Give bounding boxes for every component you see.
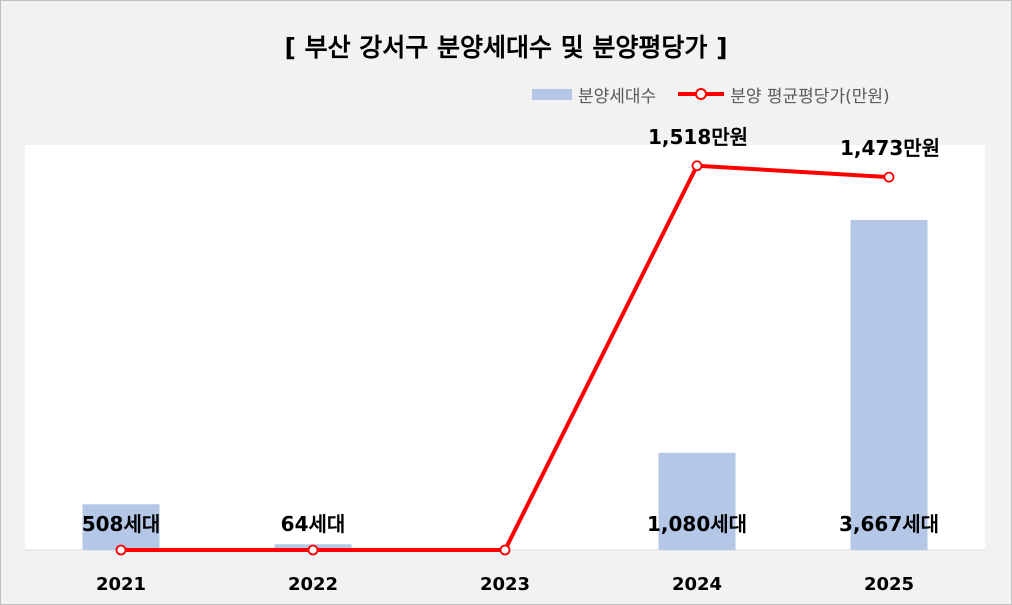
plot-area <box>25 145 985 550</box>
line-point-2024 <box>691 160 703 172</box>
bar-data-label: 1,080세대 <box>647 512 747 536</box>
line-data-label: 1,518만원 <box>648 125 748 149</box>
bar-2025 <box>850 219 928 550</box>
x-tick-label: 2025 <box>864 574 914 595</box>
line-point-2025 <box>883 171 895 183</box>
x-tick-label: 2022 <box>288 574 338 595</box>
x-tick-labels: 2021 2022 2023 2024 2025 <box>96 574 914 595</box>
bar-data-label: 508세대 <box>82 512 161 536</box>
line-data-label: 1,473만원 <box>840 136 940 160</box>
legend-bar-label: 분양세대수 <box>578 86 657 107</box>
bar-data-labels: 508세대 64세대 1,080세대 3,667세대 <box>82 512 939 536</box>
legend-bar-swatch <box>532 88 572 100</box>
chart-title: [ 부산 강서구 분양세대수 및 분양평당가 ] <box>284 33 728 62</box>
legend: 분양세대수 분양 평균평당가(만원) <box>532 82 890 107</box>
bar-data-label: 3,667세대 <box>839 512 939 536</box>
x-tick-label: 2021 <box>96 574 146 595</box>
bar-2021 <box>82 504 160 550</box>
line-data-labels: 1,518만원 1,473만원 <box>648 125 940 160</box>
bar-data-label: 64세대 <box>281 512 346 536</box>
legend-line-swatch <box>678 88 725 100</box>
line-series <box>115 160 895 556</box>
bar-series <box>82 219 928 550</box>
x-tick-label: 2023 <box>480 574 530 595</box>
bar-2024 <box>658 452 736 550</box>
line-point-2021 <box>115 544 127 556</box>
line-point-2023 <box>499 544 511 556</box>
legend-line-marker <box>695 88 708 100</box>
legend-line-label: 분양 평균평당가(만원) <box>730 86 890 107</box>
x-tick-label: 2024 <box>672 574 722 595</box>
line-point-2022 <box>307 544 319 556</box>
